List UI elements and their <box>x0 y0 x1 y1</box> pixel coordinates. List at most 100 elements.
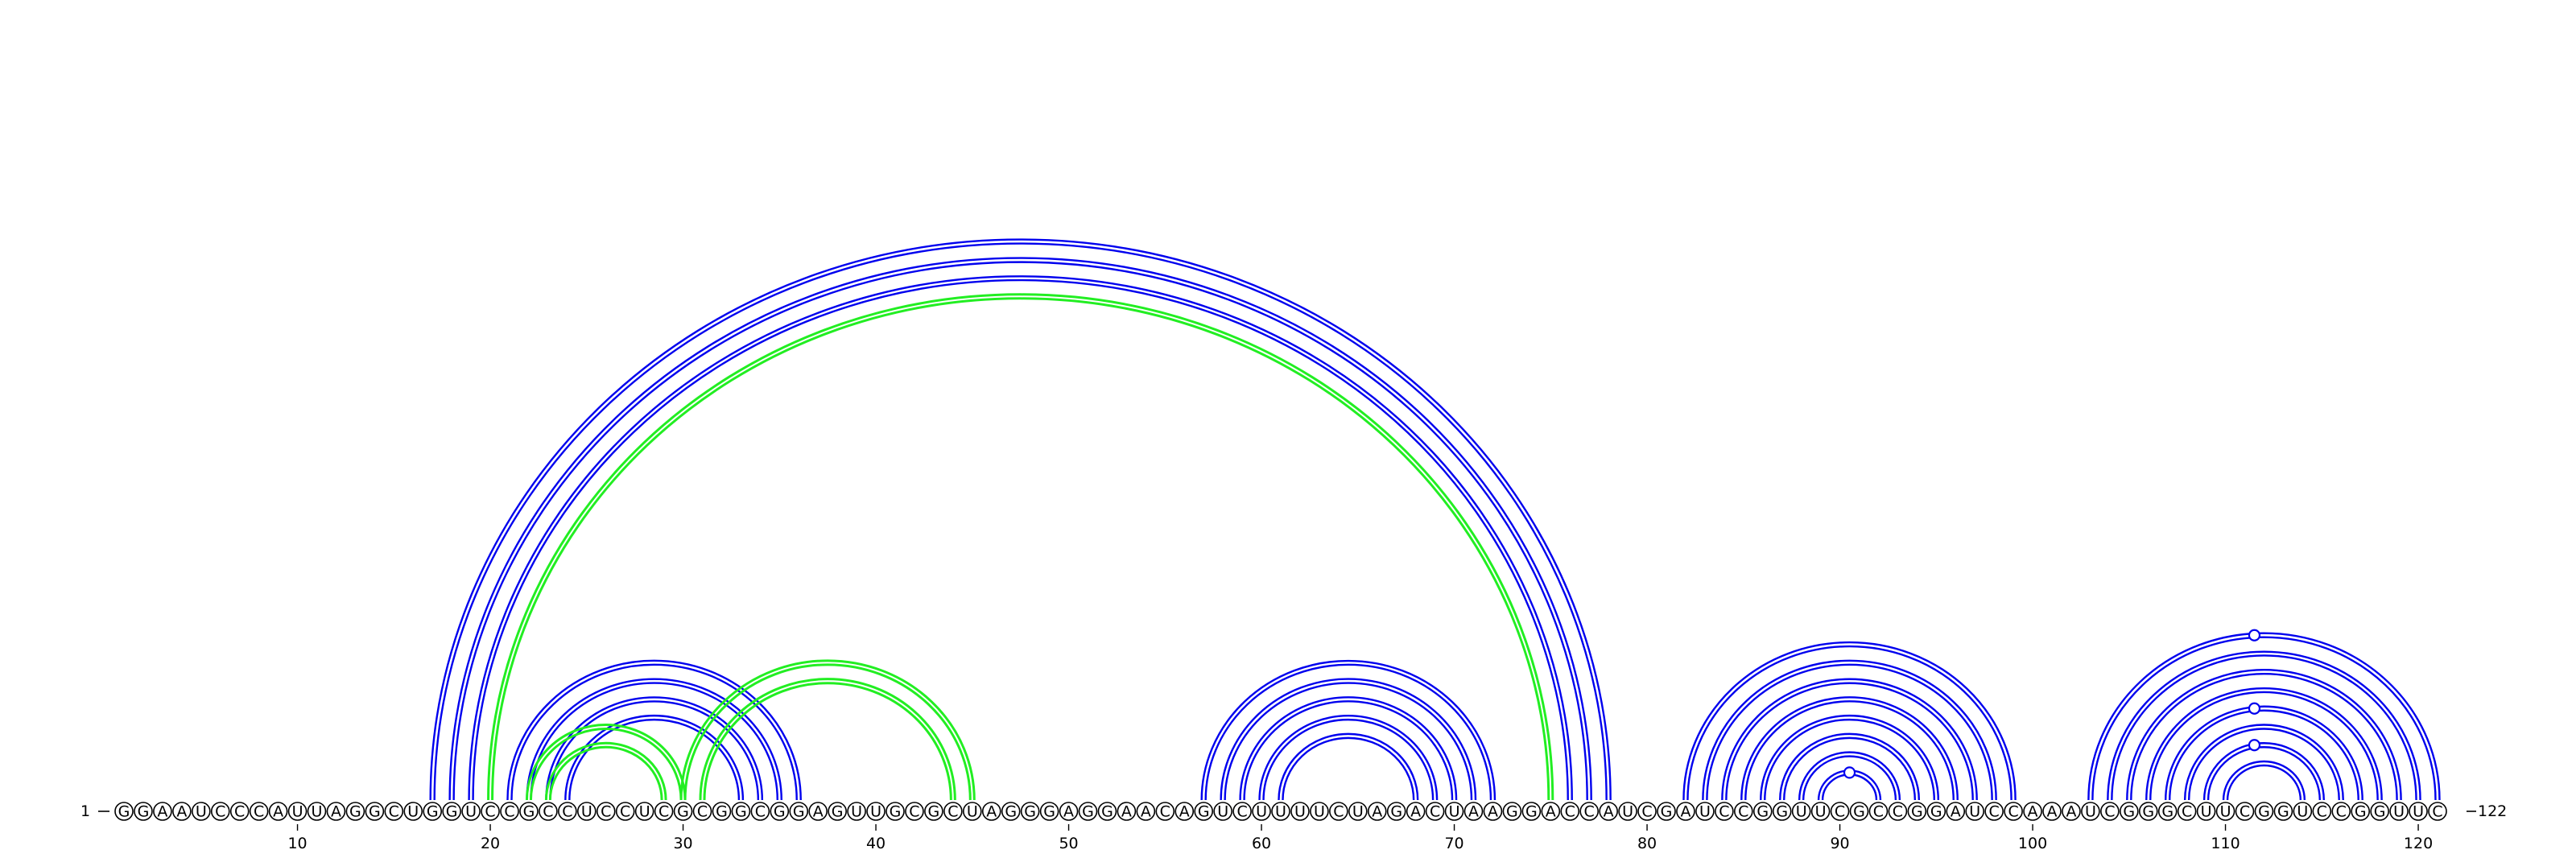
blue-arc-21-36-inner <box>510 663 798 801</box>
nucleotide-circle <box>692 802 712 821</box>
nucleotide-32: G <box>712 802 732 821</box>
tick-50: 50 <box>1059 824 1079 852</box>
nucleotide-circle <box>1695 802 1715 821</box>
nucleotide-letter: U <box>639 803 650 821</box>
nucleotide-circle <box>1734 802 1753 821</box>
nucleotide-circle <box>2004 802 2023 821</box>
nucleotide-letter: G <box>2258 803 2270 821</box>
nucleotide-circle <box>1946 802 1966 821</box>
nucleotide-letter: C <box>215 803 225 821</box>
nucleotide-circle <box>1830 802 1850 821</box>
nucleotide-51: G <box>1078 802 1098 821</box>
nucleotide-letter: G <box>2355 803 2367 821</box>
nucleotide-letter: C <box>504 803 514 821</box>
nucleotide-letter: G <box>349 803 361 821</box>
nucleotide-circle <box>2120 802 2139 821</box>
nucleotide-circle <box>1386 802 1406 821</box>
nucleotide-92: C <box>1868 802 1889 821</box>
nucleotide-116: C <box>2331 802 2351 821</box>
tick-label: 60 <box>1252 835 1271 852</box>
nucleotide-letter: A <box>2066 803 2076 821</box>
nucleotide-letter: G <box>2277 803 2289 821</box>
tick-label: 90 <box>1830 835 1849 852</box>
nucleotide-81: G <box>1657 802 1676 821</box>
nucleotide-circle <box>1926 802 1946 821</box>
nucleotide-3: A <box>153 802 172 821</box>
nucleotide-letter: G <box>1005 803 1017 821</box>
blue-arc-83-98-outer <box>1702 659 1997 801</box>
green-arc-20-75-outer <box>487 293 1554 801</box>
nucleotide-circle <box>114 802 134 821</box>
tick-label: 50 <box>1059 835 1078 852</box>
nucleotide-1: G <box>114 802 134 821</box>
nucleotide-letter: A <box>331 803 341 821</box>
nucleotide-letter: U <box>1314 803 1325 821</box>
nucleotide-letter: G <box>793 803 805 821</box>
nucleotide-circle <box>1657 802 1676 821</box>
nucleotide-75: A <box>1541 802 1561 821</box>
nucleotide-44: C <box>943 802 963 821</box>
nucleotide-letter: C <box>2432 803 2442 821</box>
nucleotide-circle <box>1444 802 1464 821</box>
nucleotide-circle <box>789 802 809 821</box>
nucleotide-circle <box>2273 802 2293 821</box>
nucleotide-circle <box>1579 802 1599 821</box>
start-label: 1 <box>80 802 90 820</box>
nucleotide-20: C <box>481 802 500 821</box>
blue-arc-86-95-outer <box>1760 714 1939 801</box>
nucleotide-circle <box>731 802 751 821</box>
nucleotide-circle <box>1752 802 1773 821</box>
nucleotide-6: C <box>210 802 230 821</box>
nucleotide-49: G <box>1039 802 1059 821</box>
nucleotide-19: U <box>461 802 481 821</box>
nucleotide-circle <box>943 802 963 821</box>
blue-arc-61-68-outer <box>1278 732 1419 801</box>
nucleotide-7: C <box>229 802 250 821</box>
nucleotide-90: C <box>1830 802 1850 821</box>
nucleotide-80: C <box>1637 802 1657 821</box>
blue-arc-104-120-outer <box>2107 650 2421 801</box>
nucleotide-circle <box>673 802 693 821</box>
nucleotide-letter: U <box>292 803 303 821</box>
nucleotide-circle <box>1174 802 1195 821</box>
nucleotide-letter: G <box>1776 803 1788 821</box>
nucleotide-letter: U <box>967 803 978 821</box>
nucleotide-15: C <box>384 802 404 821</box>
blue-arc-106-118-inner <box>2149 691 2379 801</box>
nucleotide-18: G <box>442 802 461 821</box>
nucleotide-57: G <box>1194 802 1213 821</box>
nucleotide-86: G <box>1752 802 1773 821</box>
nucleotide-letter: C <box>1873 803 1884 821</box>
nucleotide-circle <box>750 802 770 821</box>
blue-arc-84-97-inner <box>1725 682 1974 801</box>
nucleotide-letter: G <box>1043 803 1055 821</box>
blue-arc-59-70-inner <box>1243 700 1454 801</box>
nucleotide-67: G <box>1386 802 1406 821</box>
nucleotide-29: C <box>654 802 674 821</box>
nucleotide-letter: A <box>1179 803 1190 821</box>
nucleotide-circle <box>1406 802 1426 821</box>
blue-arc-87-94-inner <box>1783 736 1917 801</box>
nucleotide-69: C <box>1425 802 1445 821</box>
nucleotide-circle <box>2409 802 2428 821</box>
nucleotide-letter: C <box>389 803 399 821</box>
tick-label: 80 <box>1637 835 1657 852</box>
nucleotide-circle <box>1868 802 1889 821</box>
nucleotide-115: C <box>2312 802 2332 821</box>
nucleotide-circle <box>2293 802 2313 821</box>
blue-arc-23-34-inner <box>549 700 760 801</box>
nucleotide-letter: U <box>312 803 323 821</box>
nucleotide-42: C <box>905 802 924 821</box>
nucleotide-17: G <box>423 802 443 821</box>
nucleotide-letter: A <box>1063 803 1074 821</box>
tick-80: 80 <box>1637 824 1657 852</box>
nucleotide-letter: A <box>813 803 824 821</box>
nucleotide-circle <box>500 802 519 821</box>
nucleotide-circle <box>2157 802 2178 821</box>
nucleotide-9: A <box>268 802 288 821</box>
nucleotide-93: C <box>1888 802 1908 821</box>
nucleotide-circle <box>229 802 250 821</box>
nucleotide-circle <box>268 802 288 821</box>
